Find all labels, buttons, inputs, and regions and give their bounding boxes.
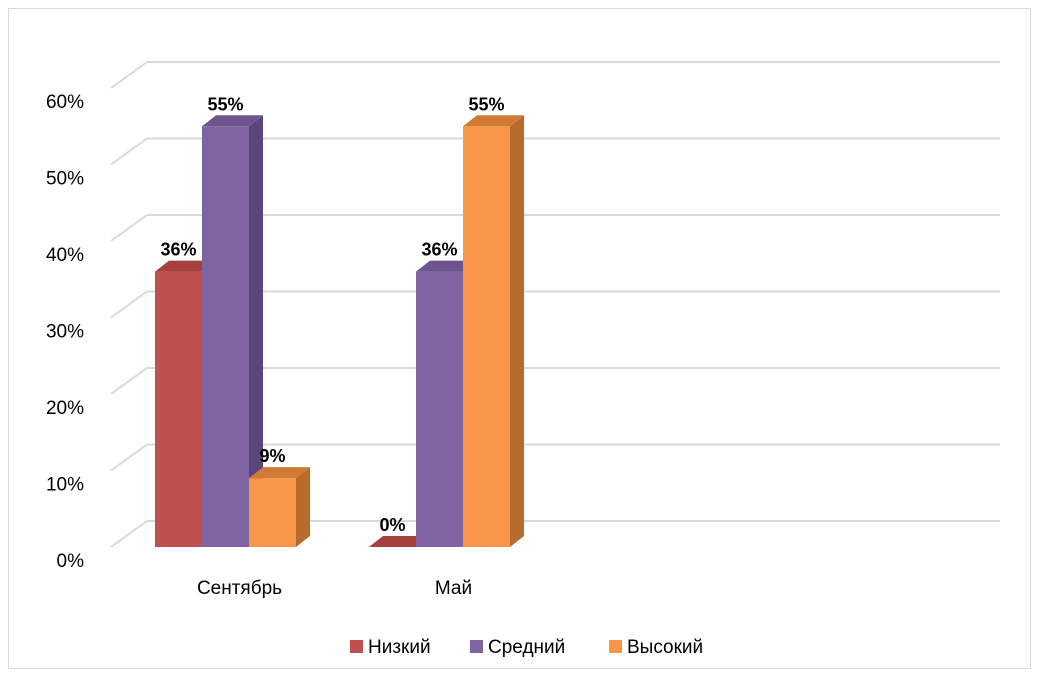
legend: Низкий Средний Высокий (350, 637, 703, 658)
x-axis-categories: Сентябрь Май (197, 578, 472, 599)
legend-label: Средний (488, 637, 565, 658)
data-label: 36% (421, 240, 457, 260)
bar-side (296, 467, 310, 547)
bar-side (249, 115, 263, 547)
legend-label: Низкий (368, 637, 431, 658)
data-label: 55% (207, 94, 243, 114)
y-tick-label: 50% (46, 169, 84, 190)
legend-swatch (470, 640, 483, 653)
legend-swatch (609, 640, 622, 653)
bar-top (249, 467, 310, 479)
grid-diagonal (110, 290, 148, 319)
grid-diagonal (110, 137, 148, 166)
y-tick-label: 60% (46, 92, 84, 113)
legend-label: Высокий (627, 637, 703, 658)
bar-top (416, 260, 477, 272)
y-tick-label: 20% (46, 398, 84, 419)
bar-side (510, 115, 524, 547)
category-label: Май (435, 578, 472, 599)
bar (416, 271, 463, 547)
data-label: 55% (468, 94, 504, 114)
grid-diagonal (110, 443, 148, 472)
bar (249, 478, 296, 547)
data-label: 36% (160, 240, 196, 260)
data-label: 0% (379, 515, 405, 535)
legend-swatch (350, 640, 363, 653)
grid-diagonal (110, 214, 148, 242)
bar-top (369, 536, 430, 547)
bar-top (155, 260, 216, 272)
bar (202, 126, 249, 547)
bar (463, 126, 510, 547)
grid-diagonal (110, 61, 148, 89)
grid-diagonal (110, 520, 148, 548)
y-tick-label: 0% (57, 551, 85, 572)
y-tick-label: 40% (46, 245, 84, 266)
bar-top (463, 115, 524, 127)
y-axis-ticks: 0% 10% 20% 30% 40% 50% 60% (46, 92, 84, 572)
category-label: Сентябрь (197, 578, 282, 599)
grid-diagonal (110, 367, 148, 395)
bar-top (202, 115, 263, 127)
y-tick-label: 30% (46, 322, 84, 343)
data-label: 9% (259, 446, 285, 466)
data-labels-layer: 36% 55% 9% 0% 36% 55% (160, 94, 504, 535)
y-tick-label: 10% (46, 475, 84, 496)
bar (155, 271, 202, 547)
bars-layer (155, 115, 524, 547)
